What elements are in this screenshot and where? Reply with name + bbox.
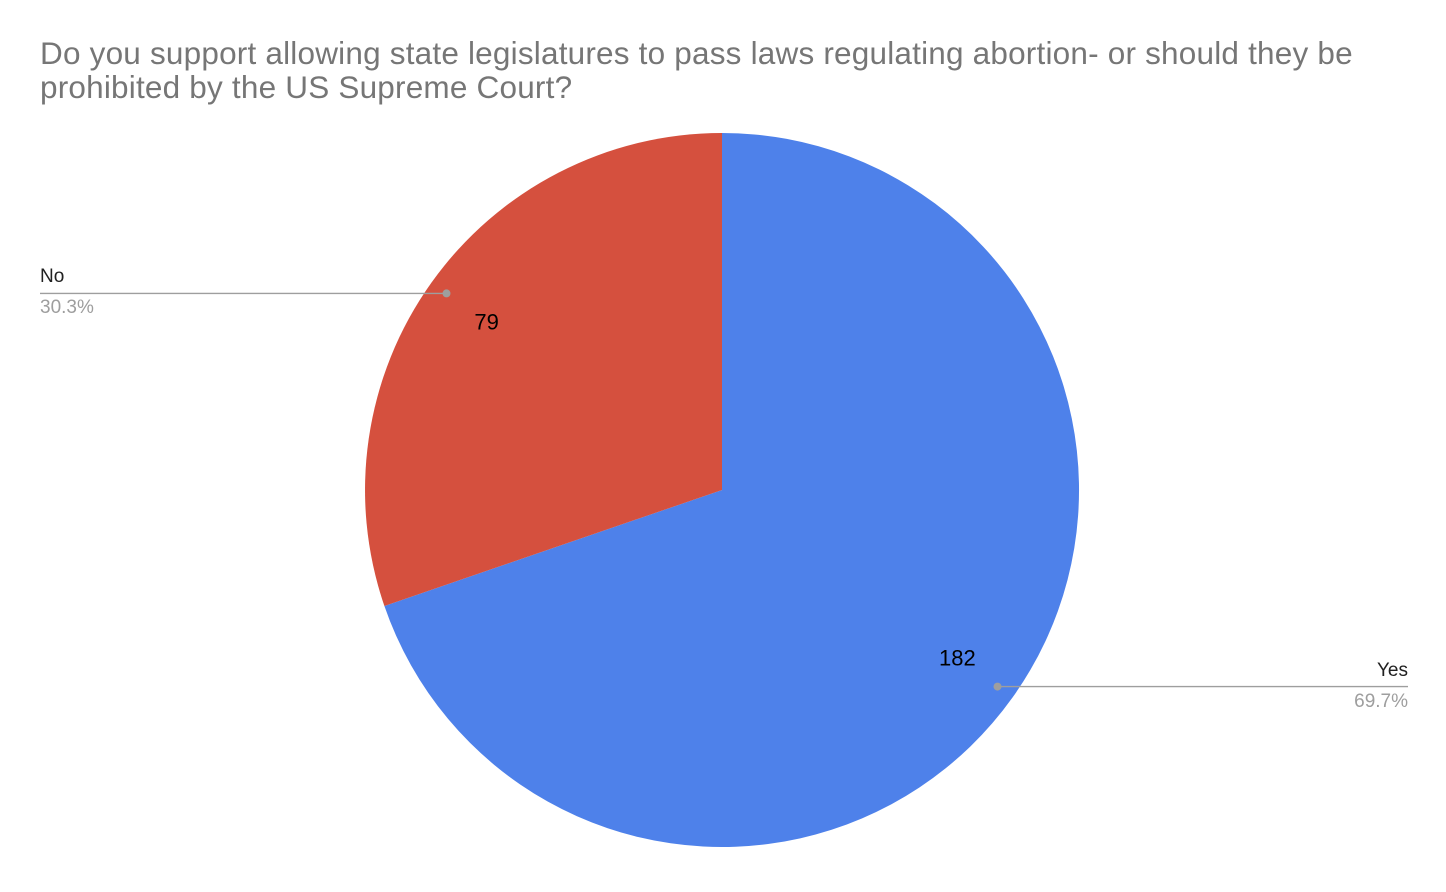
- slice-value-yes: 182: [939, 646, 976, 671]
- callout-dot-no: [442, 289, 451, 298]
- callout-label-yes: Yes: [1377, 660, 1408, 681]
- pie-slice-yes: [384, 133, 1080, 847]
- chart-title: Do you support allowing state legislatur…: [40, 36, 1353, 104]
- callout-no: No 30.3%: [40, 266, 94, 319]
- callout-dot-yes: [993, 682, 1002, 691]
- chart-title-line-2: prohibited by the US Supreme Court?: [40, 69, 573, 105]
- callout-pct-no: 30.3%: [40, 297, 94, 318]
- callout-yes: Yes 69.7%: [1354, 660, 1408, 713]
- slice-value-no: 79: [474, 310, 498, 335]
- pie-slice-no: [365, 133, 722, 606]
- callout-label-no: No: [40, 266, 65, 287]
- chart-title-line-1: Do you support allowing state legislatur…: [40, 35, 1353, 71]
- callout-pct-yes: 69.7%: [1354, 691, 1408, 712]
